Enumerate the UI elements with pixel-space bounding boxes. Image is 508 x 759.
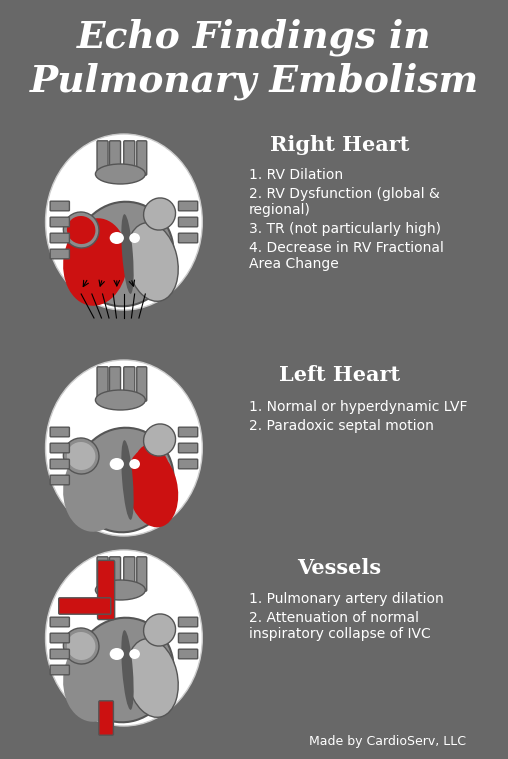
Ellipse shape bbox=[134, 445, 171, 499]
FancyBboxPatch shape bbox=[50, 633, 70, 643]
FancyBboxPatch shape bbox=[178, 649, 198, 659]
Ellipse shape bbox=[126, 449, 178, 528]
Ellipse shape bbox=[126, 638, 178, 717]
Text: Echo Findings in: Echo Findings in bbox=[77, 18, 431, 55]
Ellipse shape bbox=[67, 442, 96, 470]
FancyBboxPatch shape bbox=[124, 367, 135, 402]
Ellipse shape bbox=[96, 164, 145, 184]
Ellipse shape bbox=[121, 630, 134, 710]
Text: 1. Pulmonary artery dilation: 1. Pulmonary artery dilation bbox=[248, 592, 443, 606]
Text: Right Heart: Right Heart bbox=[270, 135, 409, 155]
FancyBboxPatch shape bbox=[50, 617, 70, 627]
Text: 1. RV Dilation: 1. RV Dilation bbox=[248, 168, 343, 182]
FancyBboxPatch shape bbox=[50, 217, 70, 227]
FancyBboxPatch shape bbox=[50, 201, 70, 211]
Ellipse shape bbox=[144, 424, 176, 456]
Ellipse shape bbox=[63, 635, 128, 722]
FancyBboxPatch shape bbox=[50, 427, 70, 436]
FancyBboxPatch shape bbox=[50, 649, 70, 659]
Text: regional): regional) bbox=[248, 203, 310, 217]
Text: 1. Normal or hyperdynamic LVF: 1. Normal or hyperdynamic LVF bbox=[248, 400, 467, 414]
Ellipse shape bbox=[110, 458, 124, 470]
Ellipse shape bbox=[74, 428, 174, 532]
Ellipse shape bbox=[129, 649, 140, 659]
FancyBboxPatch shape bbox=[110, 141, 120, 175]
FancyBboxPatch shape bbox=[178, 633, 198, 643]
Text: Pulmonary Embolism: Pulmonary Embolism bbox=[29, 62, 479, 99]
FancyBboxPatch shape bbox=[98, 560, 115, 619]
Ellipse shape bbox=[67, 216, 96, 244]
Text: 2. RV Dysfunction (global &: 2. RV Dysfunction (global & bbox=[248, 187, 439, 201]
FancyBboxPatch shape bbox=[110, 557, 120, 591]
FancyBboxPatch shape bbox=[50, 249, 70, 259]
Text: 4. Decrease in RV Fractional: 4. Decrease in RV Fractional bbox=[248, 241, 443, 255]
FancyBboxPatch shape bbox=[97, 141, 108, 175]
Ellipse shape bbox=[129, 233, 140, 243]
FancyBboxPatch shape bbox=[110, 367, 120, 402]
Text: 3. TR (not particularly high): 3. TR (not particularly high) bbox=[248, 222, 440, 236]
Ellipse shape bbox=[74, 202, 174, 307]
FancyBboxPatch shape bbox=[97, 367, 108, 402]
Ellipse shape bbox=[74, 618, 174, 723]
FancyBboxPatch shape bbox=[124, 557, 135, 591]
Ellipse shape bbox=[64, 212, 99, 248]
Ellipse shape bbox=[110, 232, 124, 244]
FancyBboxPatch shape bbox=[178, 427, 198, 436]
FancyBboxPatch shape bbox=[137, 367, 147, 402]
FancyBboxPatch shape bbox=[50, 459, 70, 469]
FancyBboxPatch shape bbox=[59, 598, 111, 614]
FancyBboxPatch shape bbox=[137, 141, 147, 175]
Ellipse shape bbox=[144, 198, 176, 230]
FancyBboxPatch shape bbox=[99, 701, 113, 735]
Circle shape bbox=[46, 134, 202, 310]
FancyBboxPatch shape bbox=[97, 557, 108, 591]
FancyBboxPatch shape bbox=[178, 617, 198, 627]
Ellipse shape bbox=[63, 444, 128, 532]
Text: 2. Attenuation of normal: 2. Attenuation of normal bbox=[248, 611, 419, 625]
FancyBboxPatch shape bbox=[124, 141, 135, 175]
FancyBboxPatch shape bbox=[50, 233, 70, 243]
Ellipse shape bbox=[64, 438, 99, 474]
Circle shape bbox=[46, 550, 202, 726]
Ellipse shape bbox=[144, 614, 176, 646]
Text: Vessels: Vessels bbox=[298, 558, 382, 578]
FancyBboxPatch shape bbox=[178, 217, 198, 227]
FancyBboxPatch shape bbox=[178, 459, 198, 469]
Ellipse shape bbox=[96, 390, 145, 410]
Text: 2. Paradoxic septal motion: 2. Paradoxic septal motion bbox=[248, 419, 433, 433]
Ellipse shape bbox=[129, 459, 140, 469]
FancyBboxPatch shape bbox=[178, 201, 198, 211]
Ellipse shape bbox=[67, 632, 96, 660]
Text: inspiratory collapse of IVC: inspiratory collapse of IVC bbox=[248, 627, 430, 641]
Circle shape bbox=[46, 360, 202, 536]
FancyBboxPatch shape bbox=[137, 557, 147, 591]
Ellipse shape bbox=[110, 648, 124, 660]
Text: Made by CardioServ, LLC: Made by CardioServ, LLC bbox=[309, 735, 466, 748]
Ellipse shape bbox=[126, 222, 178, 301]
Text: Area Change: Area Change bbox=[248, 257, 338, 271]
Ellipse shape bbox=[63, 219, 128, 306]
Text: Left Heart: Left Heart bbox=[279, 365, 400, 385]
FancyBboxPatch shape bbox=[50, 475, 70, 485]
FancyBboxPatch shape bbox=[178, 233, 198, 243]
Ellipse shape bbox=[64, 628, 99, 664]
Ellipse shape bbox=[121, 440, 134, 520]
FancyBboxPatch shape bbox=[50, 443, 70, 453]
Ellipse shape bbox=[121, 214, 134, 294]
Ellipse shape bbox=[96, 580, 145, 600]
FancyBboxPatch shape bbox=[178, 443, 198, 453]
FancyBboxPatch shape bbox=[50, 665, 70, 675]
